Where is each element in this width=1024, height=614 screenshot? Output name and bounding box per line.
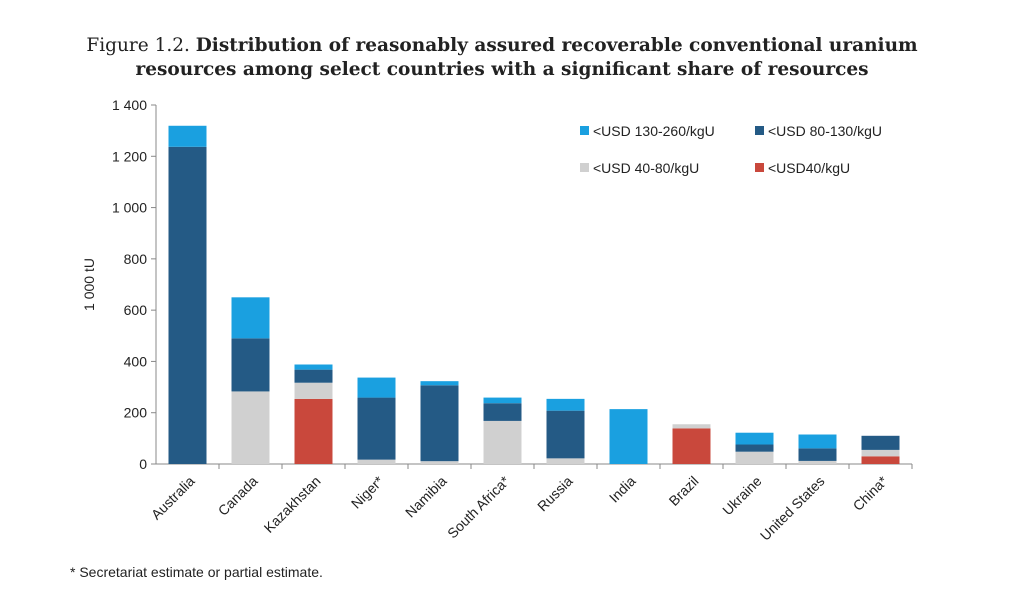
x-tick-label: Niger* [348, 472, 387, 511]
bar-segment [294, 369, 333, 383]
bar-segment [294, 398, 333, 464]
bar-segment [231, 297, 270, 339]
bar-segment [672, 428, 711, 464]
x-tick-label: Canada [215, 473, 261, 519]
bar-segment [735, 444, 774, 452]
legend-label: <USD 40-80/kgU [593, 160, 699, 176]
bar-segment [861, 449, 900, 457]
legend-swatch [755, 163, 764, 172]
bar-segment [798, 448, 837, 461]
y-tick-label: 1 200 [112, 148, 147, 164]
legend-swatch [580, 163, 589, 172]
y-tick-label: 400 [124, 353, 148, 369]
bar-segment [609, 409, 648, 464]
bar-segment [546, 398, 585, 411]
y-tick-label: 1 400 [112, 97, 147, 113]
bar-segment [420, 385, 459, 462]
bar-segment [546, 410, 585, 459]
bar-segment [735, 432, 774, 445]
bar-segment [357, 377, 396, 398]
footnote: * Secretariat estimate or partial estima… [70, 564, 323, 580]
bar-segment [483, 420, 522, 464]
title-prefix: Figure 1.2. [86, 35, 190, 56]
bar-segment [294, 382, 333, 399]
x-tick-label: United States [757, 473, 828, 544]
bar-segment [861, 456, 900, 464]
x-tick-label: Kazakhstan [261, 473, 324, 536]
chart-title: Figure 1.2. Distribution of reasonably a… [0, 34, 1004, 82]
bar-segment [231, 391, 270, 464]
x-tick-label: India [606, 473, 639, 506]
bar-segment [483, 397, 522, 404]
bar-segment [798, 434, 837, 449]
legend-label: <USD40/kgU [768, 160, 850, 176]
x-tick-label: China* [850, 472, 891, 513]
x-tick-label: Australia [148, 473, 198, 523]
x-tick-label: Russia [534, 473, 576, 515]
bar-segment [231, 338, 270, 392]
chart-legend: <USD 130-260/kgU <USD 80-130/kgU <USD 40-8… [580, 123, 882, 176]
legend-swatch [755, 126, 764, 135]
bar-segment [357, 459, 396, 464]
bar-segment [357, 397, 396, 460]
y-tick-label: 600 [124, 302, 148, 318]
y-axis-label: 1 000 tU [81, 258, 97, 311]
y-tick-label: 1 000 [112, 200, 147, 216]
title-line1: Distribution of reasonably assured recov… [195, 35, 918, 56]
bar-segment [546, 458, 585, 464]
bar-segment [420, 381, 459, 386]
bar-segment [798, 460, 837, 464]
legend-label: <USD 80-130/kgU [768, 123, 882, 139]
bar-segment [483, 403, 522, 421]
bar-segment [168, 146, 207, 464]
x-tick-label: Namibia [402, 473, 450, 521]
y-tick-label: 200 [124, 405, 148, 421]
title-line2: resources among select countries with a … [135, 59, 869, 80]
bar-segment [420, 461, 459, 464]
legend-label: <USD 130-260/kgU [593, 123, 715, 139]
bar-segment [294, 364, 333, 370]
legend-swatch [580, 126, 589, 135]
bar-segment [735, 451, 774, 464]
y-tick-label: 800 [124, 251, 148, 267]
chart-bars [168, 125, 900, 464]
bar-segment [168, 125, 207, 147]
y-tick-label: 0 [139, 456, 147, 472]
x-tick-label: Ukraine [719, 473, 765, 519]
x-tick-label: Brazil [666, 473, 702, 509]
bar-segment [672, 424, 711, 429]
x-tick-label: South Africa* [444, 472, 513, 541]
bar-segment [861, 435, 900, 450]
